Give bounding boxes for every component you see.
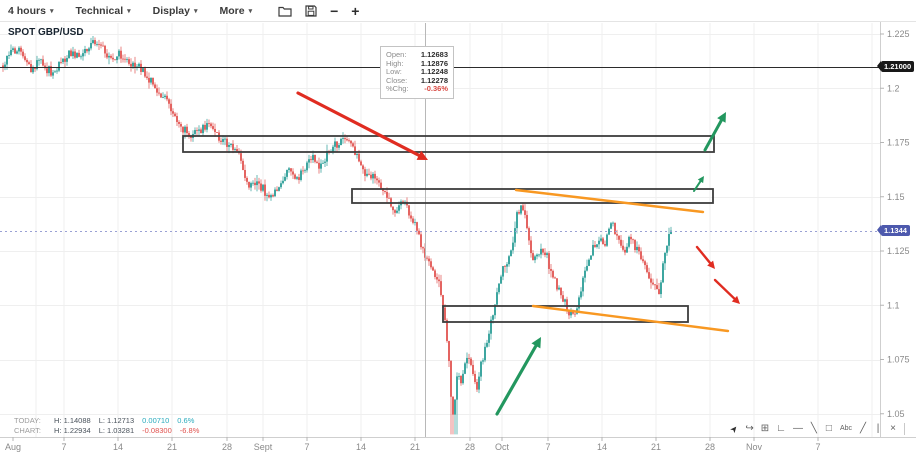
svg-text:21: 21 — [651, 442, 661, 452]
timeframe-menu[interactable]: 4 hours ▾ — [8, 5, 53, 17]
svg-text:Aug: Aug — [5, 442, 21, 452]
svg-text:7: 7 — [61, 442, 66, 452]
svg-text:14: 14 — [356, 442, 366, 452]
svg-text:21: 21 — [410, 442, 420, 452]
svg-text:Oct: Oct — [495, 442, 510, 452]
technical-menu-label: Technical — [75, 4, 124, 17]
toolbar-divider — [904, 423, 905, 435]
annotations-layer — [182, 91, 740, 416]
svg-text:1.1: 1.1 — [887, 300, 900, 310]
horizontal-line-icon[interactable]: — — [792, 423, 803, 434]
text-tool-icon[interactable]: Abc — [839, 425, 852, 432]
symbol-label: SPOT GBP/USD — [8, 27, 84, 38]
technical-menu[interactable]: Technical ▾ — [75, 5, 130, 17]
stats-row-today: TODAY: H: 1.14088 L: 1.12713 0.00710 0.6… — [14, 416, 195, 425]
tooltip-pctchg-row: %Chg: -0.36% — [386, 84, 448, 94]
grid-icon[interactable]: ⊞ — [760, 423, 770, 434]
tooltip-close-row: Close: 1.12278 — [386, 75, 448, 85]
zoom-in-button[interactable]: + — [351, 2, 360, 19]
chevron-down-icon: ▾ — [193, 7, 198, 15]
chart-stats: TODAY: H: 1.14088 L: 1.12713 0.00710 0.6… — [14, 416, 199, 435]
chart-axes-icon[interactable]: ∟ — [776, 423, 786, 434]
folder-icon — [278, 6, 292, 17]
svg-text:28: 28 — [222, 442, 232, 452]
svg-text:1.2: 1.2 — [887, 83, 900, 93]
zoom-out-button[interactable]: − — [330, 2, 339, 19]
display-menu-label: Display — [152, 4, 190, 17]
ray-icon[interactable]: ╱ — [859, 423, 867, 434]
trendline-icon[interactable]: ╲ — [810, 423, 817, 434]
svg-text:Sept: Sept — [254, 442, 273, 452]
svg-text:Nov: Nov — [746, 442, 763, 452]
svg-text:14: 14 — [113, 442, 123, 452]
tooltip-high-row: High: 1.12876 — [386, 58, 448, 68]
candles-layer — [2, 36, 672, 435]
svg-text:1.125: 1.125 — [887, 246, 910, 256]
redo-arrow-icon[interactable]: ↪ — [745, 423, 754, 434]
tooltip-open-row: Open: 1.12683 — [386, 50, 448, 59]
rectangle-icon[interactable]: □ — [825, 423, 832, 434]
open-chart-button[interactable] — [278, 5, 292, 17]
more-menu-label: More — [219, 4, 245, 17]
save-chart-button[interactable] — [305, 4, 317, 17]
svg-text:7: 7 — [545, 442, 550, 452]
close-icon[interactable]: × — [890, 423, 896, 434]
stats-row-chart: CHART: H: 1.22934 L: 1.03281 -0.08300 -6… — [14, 425, 200, 435]
display-menu[interactable]: Display ▾ — [153, 5, 198, 17]
vertical-line-icon[interactable]: | — [876, 423, 880, 434]
chevron-down-icon: ▾ — [49, 7, 54, 15]
svg-text:1.075: 1.075 — [887, 355, 910, 365]
drawing-toolbar: ➤ ↪ ⊞ ∟ — ╲ □ Abc ╱ | × — [728, 422, 905, 436]
gridlines-layer — [0, 23, 880, 437]
svg-text:1.05: 1.05 — [887, 409, 905, 419]
svg-text:28: 28 — [465, 442, 475, 452]
tooltip-low-row: Low: 1.12248 — [386, 67, 448, 77]
chevron-down-icon: ▾ — [127, 7, 131, 15]
svg-text:1.15: 1.15 — [887, 192, 905, 202]
timeframe-menu-label: 4 hours — [8, 4, 46, 17]
svg-text:21: 21 — [167, 442, 177, 452]
svg-text:1.175: 1.175 — [887, 138, 910, 148]
axis-labels-layer: 1.225 1.2 1.175 1.15 1.125 1.1 1.075 1.05 Aug 7 14… — [0, 22, 916, 452]
save-icon — [305, 4, 317, 17]
level-badge: 1.21000 — [876, 61, 915, 73]
ohlc-tooltip: Open: 1.12683 High: 1.12876 Low: 1.12248… — [380, 46, 454, 99]
svg-text:1.225: 1.225 — [887, 29, 910, 39]
svg-text:7: 7 — [304, 442, 309, 452]
more-menu[interactable]: More ▾ — [220, 5, 253, 17]
toolbar-icon-group: − + — [278, 2, 360, 19]
chart-toolbar: 4 hours ▾ Technical ▾ Display ▾ More ▾ — [0, 0, 916, 22]
svg-text:7: 7 — [815, 442, 820, 452]
svg-text:28: 28 — [705, 442, 715, 452]
last-price-badge: 1.1344 — [877, 225, 910, 237]
chevron-down-icon: ▾ — [248, 7, 253, 15]
svg-text:14: 14 — [597, 442, 607, 452]
